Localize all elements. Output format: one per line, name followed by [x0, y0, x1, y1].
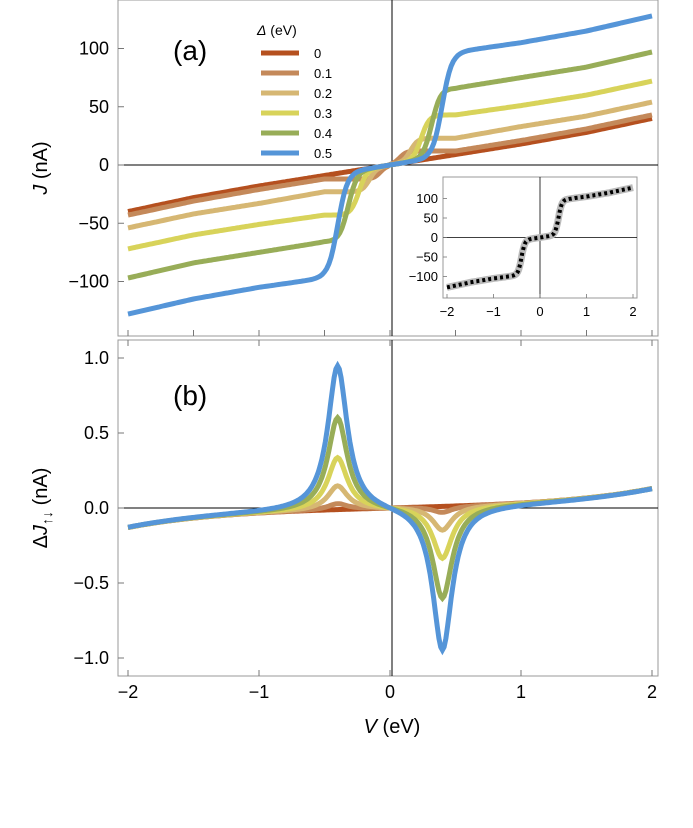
panel-a-y-axis-var: J [30, 184, 52, 196]
inset-xtick-label: −2 [440, 304, 455, 319]
panel-b-ytick-label: −1.0 [73, 648, 109, 668]
panel-b-y-axis-prefix: Δ [30, 535, 52, 548]
panel-a-ytick-label: −50 [78, 213, 109, 233]
inset-xtick-label: 2 [629, 304, 636, 319]
x-tick-label: 1 [516, 682, 526, 702]
x-tick-label: 0 [385, 682, 395, 702]
panel-a-y-tick-labels: 100 50 0 −50 −100 [68, 39, 109, 292]
inset-ytick-label: −50 [416, 250, 438, 265]
legend-label-0-3: 0.3 [314, 106, 332, 121]
x-axis-var: V [364, 716, 379, 738]
x-tick-label: 2 [647, 682, 657, 702]
legend-items: 0 0.1 0.2 0.3 0.4 0.5 [261, 46, 332, 161]
panel-a-y-axis-label: J (nA) [30, 141, 52, 195]
inset-plot: 100 50 0 −50 −100 −2 −1 0 1 2 [409, 176, 638, 319]
panel-b-ytick-label: 0.5 [84, 423, 109, 443]
panel-b: 1.00.50.0−0.5−1.0 (b) ΔJ↑↓ (nA) −2 −1 0 1 2 … [30, 339, 659, 738]
panel-b-y-axis-label: ΔJ↑↓ (nA) [30, 468, 55, 549]
legend-title: Δ (eV) [256, 22, 297, 38]
inset-ytick-label: 100 [416, 191, 438, 206]
legend-label-0-2: 0.2 [314, 86, 332, 101]
inset-ytick-label: −100 [409, 269, 438, 284]
x-tick-label: −2 [118, 682, 139, 702]
panel-a-curves [127, 13, 653, 317]
inset-curves [446, 184, 634, 291]
panel-b-label: (b) [173, 380, 207, 411]
panel-a-frame [117, 0, 659, 337]
inset-x-tick-labels: −2 −1 0 1 2 [440, 304, 637, 319]
panel-b-tick-marks [118, 340, 653, 676]
inset-xtick-label: 0 [536, 304, 543, 319]
panel-a-ytick-label: 0 [99, 155, 109, 175]
inset-ytick-label: 0 [431, 230, 438, 245]
panel-b-y-axis-var: J [30, 524, 52, 536]
panel-a-label: (a) [173, 35, 207, 66]
x-tick-label: −1 [249, 682, 270, 702]
panel-a-y-axis-unit: (nA) [30, 141, 52, 184]
x-tick-labels: −2 −1 0 1 2 [118, 682, 657, 702]
panel-b-y-axis-sub: ↑↓ [39, 511, 55, 525]
legend-title-symbol: Δ [256, 22, 266, 38]
legend-label-0-4: 0.4 [314, 126, 332, 141]
panel-b-curves [127, 360, 653, 656]
x-axis-unit: (eV) [377, 716, 420, 738]
inset-y-tick-labels: 100 50 0 −50 −100 [409, 191, 438, 284]
inset-series-dotted [446, 185, 634, 290]
legend-title-unit: (eV) [266, 22, 296, 38]
inset-xtick-label: −1 [486, 304, 501, 319]
panel-b-y-axis-unit: (nA) [30, 468, 52, 511]
inset-xtick-label: 1 [583, 304, 590, 319]
legend-label-0: 0 [314, 46, 321, 61]
inset-ytick-label: 50 [424, 211, 438, 226]
legend-label-0-1: 0.1 [314, 66, 332, 81]
panel-a-ytick-label: 50 [89, 97, 109, 117]
panel-a-ytick-label: 100 [79, 39, 109, 59]
panel-b-ytick-label: 0.0 [84, 498, 109, 518]
inset-tick-marks [443, 198, 634, 298]
x-axis-label: V (eV) [364, 716, 421, 738]
panel-b-y-tick-labels: 1.0 0.5 0.0 −0.5 −1.0 [73, 348, 109, 668]
panel-b-ytick-label: −0.5 [73, 573, 109, 593]
legend: Δ (eV) 0 0.1 0.2 0.3 0.4 0.5 [256, 22, 332, 161]
panel-b-ytick-label: 1.0 [84, 348, 109, 368]
panel-a-series-0-5 [127, 13, 653, 317]
legend-label-0-5: 0.5 [314, 146, 332, 161]
panel-a-tick-marks [118, 48, 653, 336]
panel-b-series-0-5 [127, 360, 653, 656]
panel-a-ytick-label: −100 [68, 272, 109, 292]
